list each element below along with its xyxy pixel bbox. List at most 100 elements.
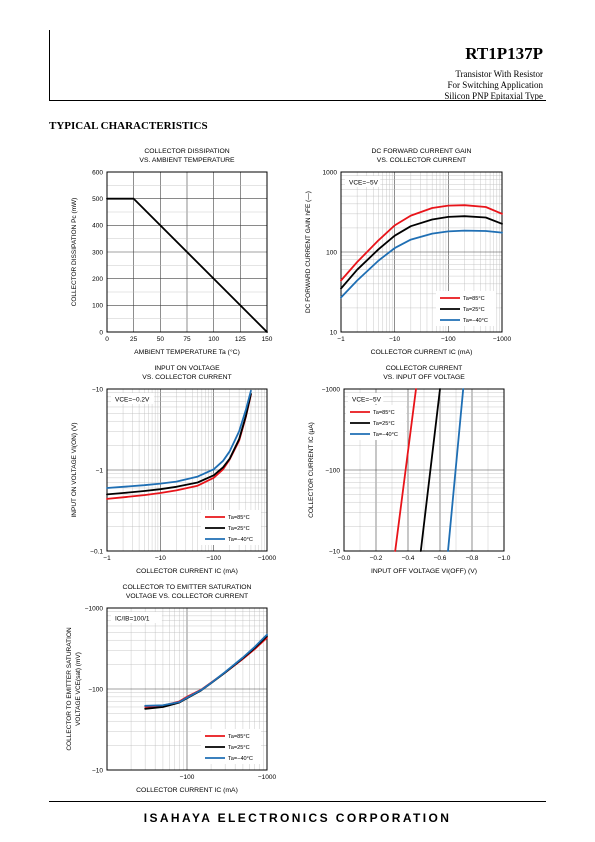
y-tick-label: −100 [88, 686, 103, 693]
plot-frame [343, 388, 505, 552]
y-tick-label: −1000 [85, 605, 104, 612]
y-tick-label: −10 [92, 386, 103, 393]
y-tick-label: 600 [92, 169, 103, 176]
x-axis-label: COLLECTOR CURRENT IC (mA) [136, 568, 238, 575]
chart-vcesat: −100 −1000 −10 −100 −1000 COLLECTOR TO EMITTE… [66, 584, 277, 794]
chart-pd: 0 25 50 75 100 125 150 0 100 200 300 400 500 600 COLLE… [71, 148, 273, 356]
header-line-1: Transistor With Resistor [455, 69, 543, 79]
x-tick-label: −1000 [258, 774, 277, 781]
section-title: TYPICAL CHARACTERISTICS [49, 120, 208, 132]
x-tick-label: −1 [103, 555, 111, 562]
y-tick-label: 400 [92, 223, 103, 230]
condition-label: VCE=−0.2V [111, 393, 155, 404]
legend: Ta=85°C Ta=25°C Ta=−40°C [201, 729, 261, 764]
series-line [106, 197, 268, 333]
y-axis-label: COLLECTOR CURRENT IC (μA) [308, 422, 315, 518]
chart-title: VOLTAGE VS. COLLECTOR CURRENT [126, 593, 248, 600]
chart-title: VS. INPUT OFF VOLTAGE [383, 374, 465, 381]
chart-title: VS. COLLECTOR CURRENT [142, 374, 231, 381]
series-line-1 [106, 393, 252, 496]
condition-text: VCE=−0.2V [115, 397, 150, 404]
y-tick-label: 1000 [323, 169, 338, 176]
series-line-1 [340, 215, 503, 290]
x-tick-label: −0.2 [370, 555, 383, 562]
condition-box [345, 176, 381, 187]
x-tick-label: −1000 [258, 555, 277, 562]
condition-label: IC/IB=100/1 [111, 612, 162, 623]
condition-label: VCE=−5V [348, 393, 384, 404]
x-tick-label: −0.4 [402, 555, 415, 562]
y-tick-label: −1 [96, 467, 104, 474]
chart-title: VS. AMBIENT TEMPERATURE [139, 157, 235, 164]
y-tick-label: 0 [99, 329, 103, 336]
x-tick-label: 0 [105, 336, 109, 343]
chart-ic: −0.0 −0.2 −0.4 −0.6 −0.8 −1.0 −10 −100 −1000 COLL… [308, 365, 511, 575]
chart-title: COLLECTOR TO EMITTER SATURATION [123, 584, 252, 591]
series-line-2 [106, 389, 252, 489]
condition-box [111, 393, 155, 404]
y-tick-label: 100 [326, 249, 337, 256]
legend: Ta=85°C Ta=25°C Ta=−40°C [436, 291, 496, 326]
legend-label: Ta=25°C [373, 421, 395, 427]
x-tick-label: 100 [208, 336, 219, 343]
y-axis-label: COLLECTOR DISSIPATION Pc (mW) [71, 198, 78, 307]
y-tick-label: 500 [92, 196, 103, 203]
x-tick-label: −10 [155, 555, 166, 562]
series-line-0 [340, 204, 503, 282]
x-tick-label: −0.8 [466, 555, 479, 562]
condition-text: VCE=−5V [349, 180, 379, 187]
legend-label: Ta=25°C [228, 745, 250, 751]
y-tick-label: −100 [325, 467, 340, 474]
legend-label: Ta=−40°C [228, 756, 253, 762]
y-axis-label: COLLECTOR TO EMITTER SATURATION [66, 627, 73, 751]
series-line-0 [394, 388, 417, 552]
y-tick-label: −1000 [322, 386, 341, 393]
y-tick-label: 200 [92, 276, 103, 283]
x-tick-label: −10 [389, 336, 400, 343]
y-tick-label: 10 [330, 329, 338, 336]
chart-title: COLLECTOR DISSIPATION [144, 148, 229, 155]
part-number: RT1P137P [465, 44, 543, 63]
x-tick-label: −1 [337, 336, 345, 343]
x-tick-label: −0.6 [434, 555, 447, 562]
x-tick-label: −0.0 [338, 555, 351, 562]
header-line-2: For Switching Application [447, 80, 544, 90]
x-tick-label: 50 [157, 336, 165, 343]
legend-label: Ta=−40°C [463, 318, 488, 324]
legend-label: Ta=−40°C [228, 537, 253, 543]
series-line-0 [106, 393, 252, 500]
legend-label: Ta=−40°C [373, 432, 398, 438]
y-axis-label: DC FORWARD CURRENT GAIN hFE (—) [305, 191, 312, 313]
y-tick-label: 300 [92, 249, 103, 256]
chart-hfe: −1 −10 −100 −1000 10 100 1000 DC FORWARD CURREN… [305, 148, 512, 356]
legend: Ta=85°C Ta=25°C Ta=−40°C [201, 510, 261, 545]
condition-text: VCE=−5V [352, 397, 382, 404]
plot-frame [340, 171, 503, 333]
header-line-3: Silicon PNP Epitaxial Type [444, 91, 543, 101]
chart-title: COLLECTOR CURRENT [386, 365, 463, 372]
legend-label: Ta=25°C [463, 307, 485, 313]
x-tick-label: 75 [183, 336, 191, 343]
series-line-2 [447, 388, 465, 552]
footer-company: ISAHAYA ELECTRONICS CORPORATION [143, 811, 452, 825]
x-tick-label: 25 [130, 336, 138, 343]
plot-frame [106, 171, 268, 333]
footer-rule [49, 801, 546, 802]
chart-title: DC FORWARD CURRENT GAIN [372, 148, 472, 155]
legend-label: Ta=25°C [228, 526, 250, 532]
condition-box [348, 393, 384, 404]
y-axis-label: VOLTAGE VCE(sat) (mV) [75, 652, 82, 726]
header-rule [49, 100, 546, 101]
y-tick-label: −10 [329, 548, 340, 555]
x-tick-label: −100 [180, 774, 195, 781]
series-line-2 [144, 633, 268, 707]
series-line-1 [419, 388, 441, 552]
x-axis-label: COLLECTOR CURRENT IC (mA) [136, 787, 238, 794]
x-tick-label: −100 [441, 336, 456, 343]
x-tick-label: −1.0 [498, 555, 511, 562]
series-line-2 [340, 229, 503, 299]
x-axis-label: COLLECTOR CURRENT IC (mA) [371, 349, 473, 356]
legend: Ta=85°C Ta=25°C Ta=−40°C [346, 405, 406, 440]
